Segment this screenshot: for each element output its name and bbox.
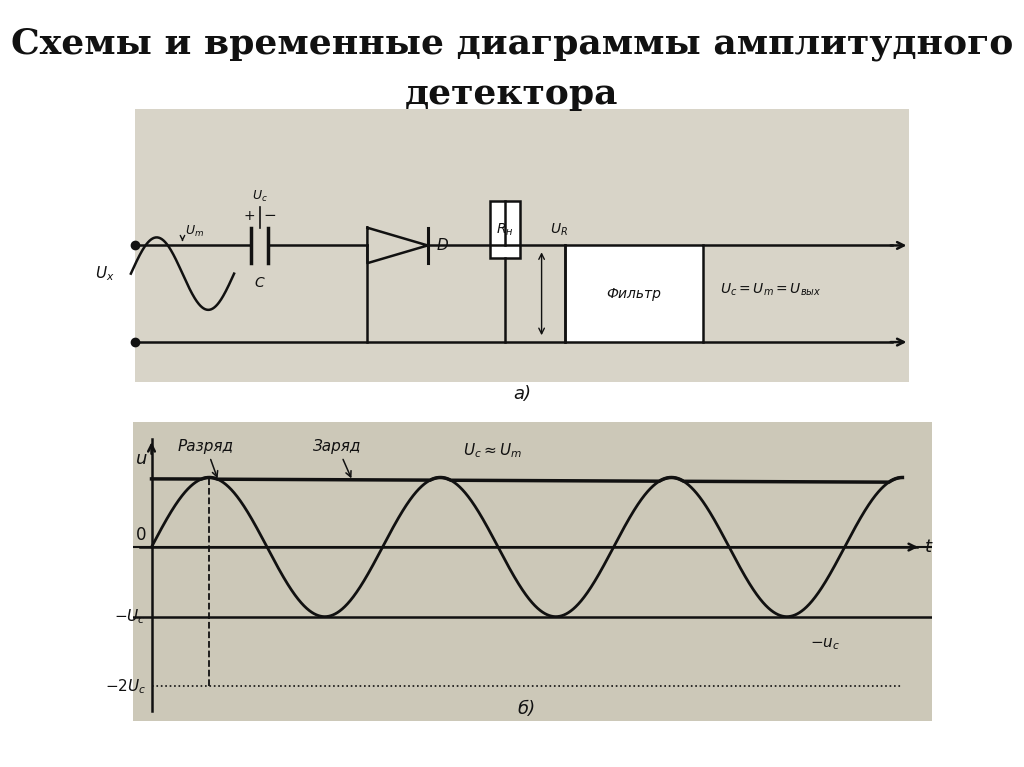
Bar: [565, 245, 702, 342]
Text: $t$: $t$: [925, 538, 934, 556]
Text: −: −: [264, 208, 276, 223]
Text: б): б): [518, 700, 536, 717]
Text: Заряд: Заряд: [313, 439, 361, 477]
Text: $D$: $D$: [436, 238, 450, 253]
Text: Разряд: Разряд: [178, 439, 234, 477]
Text: Схемы и временные диаграммы амплитудного: Схемы и временные диаграммы амплитудного: [11, 27, 1013, 61]
Text: $-2U_c$: $-2U_c$: [104, 676, 146, 696]
Text: $U_x$: $U_x$: [95, 265, 115, 283]
Text: $U_c\approx U_m$: $U_c\approx U_m$: [464, 442, 522, 460]
Text: $U_m$: $U_m$: [185, 224, 204, 239]
Text: $-u_c$: $-u_c$: [810, 636, 840, 652]
Text: $R_н$: $R_н$: [497, 221, 514, 238]
Text: 0: 0: [135, 525, 146, 544]
Text: $U_R$: $U_R$: [550, 221, 568, 238]
Text: $U_c=U_m=U_{вых}$: $U_c=U_m=U_{вых}$: [720, 281, 821, 298]
Bar: [490, 201, 520, 258]
Text: $-U_c$: $-U_c$: [115, 607, 146, 626]
Text: $u$: $u$: [135, 449, 147, 468]
Text: $U_c$: $U_c$: [252, 189, 268, 203]
Text: детектора: детектора: [406, 77, 618, 110]
Text: $C$: $C$: [254, 276, 265, 290]
Text: Фильтр: Фильтр: [606, 287, 662, 301]
Text: а): а): [513, 386, 531, 403]
FancyBboxPatch shape: [135, 109, 909, 383]
Text: +: +: [244, 209, 255, 223]
